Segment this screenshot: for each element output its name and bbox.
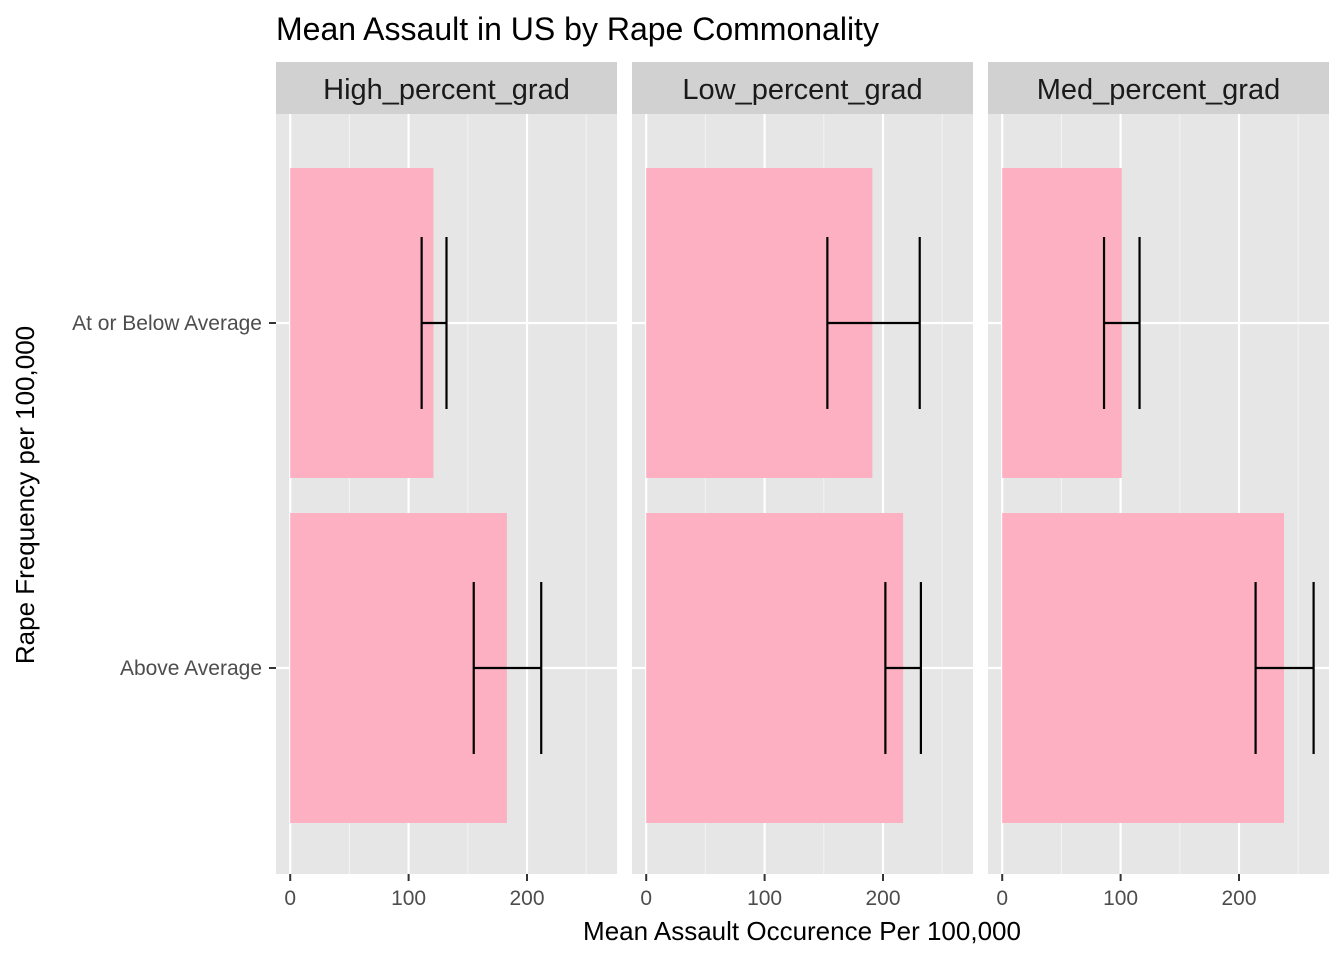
error-bar — [472, 582, 543, 754]
x-tick-label: 200 — [1221, 887, 1256, 910]
x-tick-label: 100 — [747, 887, 782, 910]
facet-High_percent_grad: High_percent_grad 0 100 200 — [276, 62, 617, 910]
chart-title: Mean Assault in US by Rape Commonality — [276, 11, 879, 47]
facet-strip-label: Med_percent_grad — [1037, 74, 1280, 106]
bar — [290, 513, 507, 823]
bar — [1002, 168, 1122, 478]
error-bar — [884, 582, 923, 754]
error-bar — [826, 237, 921, 409]
facet-strip — [988, 62, 1329, 114]
x-tick-label: 200 — [865, 887, 900, 910]
x-tick-label: 100 — [391, 887, 426, 910]
x-tick-label: 0 — [996, 887, 1008, 910]
y-tick-label: Above Average — [120, 657, 262, 680]
facet-Med_percent_grad: Med_percent_grad 0 100 200 — [988, 62, 1329, 910]
y-axis: At or Below Average Above Average — [72, 312, 276, 680]
x-tick-label: 0 — [284, 887, 296, 910]
facet-Low_percent_grad: Low_percent_grad 0 100 200 — [632, 62, 973, 910]
x-tick-label: 0 — [640, 887, 652, 910]
x-tick-label: 200 — [509, 887, 544, 910]
facet-strip-label: Low_percent_grad — [682, 74, 922, 106]
bar — [1002, 513, 1285, 823]
y-axis-title: Rape Frequency per 100,000 — [10, 326, 40, 664]
x-axis-title: Mean Assault Occurence Per 100,000 — [583, 916, 1021, 946]
bar — [290, 168, 434, 478]
facet-strip — [632, 62, 973, 114]
x-tick-label: 100 — [1103, 887, 1138, 910]
facet-strip-label: High_percent_grad — [323, 74, 570, 106]
facet-strip — [276, 62, 617, 114]
error-bar — [1254, 582, 1315, 754]
bar — [646, 513, 904, 823]
y-tick-label: At or Below Average — [72, 312, 262, 335]
error-bar — [1102, 237, 1141, 409]
error-bar — [420, 237, 448, 409]
